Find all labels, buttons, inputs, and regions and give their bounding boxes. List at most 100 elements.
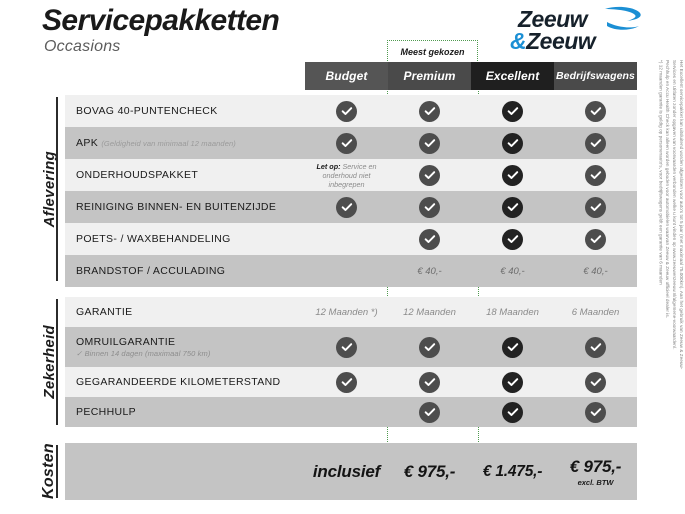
page-subtitle: Occasions <box>44 38 121 55</box>
table-cell-premium <box>388 127 471 159</box>
logo-line-2: &Zeeuw <box>510 28 596 55</box>
table-row: BOVAG 40-PUNTENCHECK <box>65 95 637 127</box>
row-label: PECHHULP <box>65 397 305 427</box>
check-badge <box>502 228 523 250</box>
table-cell-excellent <box>471 327 554 367</box>
column-header-bedrijfswagens[interactable]: Bedrijfswagens <box>554 62 637 90</box>
check-icon <box>424 107 435 115</box>
check-icon <box>507 343 518 351</box>
cost-amount-premium: € 975,- <box>403 461 456 481</box>
check-icon <box>590 378 601 386</box>
check-icon <box>424 235 435 243</box>
check-badge <box>585 401 606 423</box>
row-label-main: POETS- / WAXBEHANDELING <box>76 233 231 245</box>
table-cell-budget <box>305 127 388 159</box>
check-icon <box>424 408 435 416</box>
row-label: POETS- / WAXBEHANDELING <box>65 223 305 255</box>
check-badge <box>336 371 357 393</box>
check-icon <box>590 107 601 115</box>
row-label-main: GEGARANDEERDE KILOMETERSTAND <box>76 376 281 388</box>
check-badge <box>502 336 523 358</box>
logo-line-2-text: Zeeuw <box>526 28 596 54</box>
table-row: POETS- / WAXBEHANDELING <box>65 223 637 255</box>
table-row: GEGARANDEERDE KILOMETERSTAND <box>65 367 637 397</box>
table-cell-excellent <box>471 159 554 191</box>
check-badge <box>585 371 606 393</box>
check-icon <box>590 235 601 243</box>
column-header-premium-label: Premium <box>403 69 456 83</box>
table-row: REINIGING BINNEN- EN BUITENZIJDE <box>65 191 637 223</box>
table-cell-premium <box>388 397 471 427</box>
column-header-budget[interactable]: Budget <box>305 62 388 90</box>
check-badge <box>419 371 440 393</box>
check-icon <box>507 408 518 416</box>
row-label: GARANTIE <box>65 297 305 327</box>
check-badge <box>419 164 440 186</box>
check-badge <box>585 196 606 218</box>
table-cell-premium <box>388 159 471 191</box>
row-label-main: ONDERHOUDSPAKKET <box>76 169 199 181</box>
table-cell-excellent: € 40,- <box>471 255 554 287</box>
cost-cell-excellent: € 1.475,- <box>471 443 554 500</box>
check-badge <box>502 132 523 154</box>
section-label-kosten-text: Kosten <box>40 443 57 500</box>
row-label-inline-sub: (Geldigheid van minimaal 12 maanden) <box>101 139 236 148</box>
section-divider-zekerheid <box>56 299 58 425</box>
table-cell-bedrijfswagens: 6 Maanden <box>554 297 637 327</box>
check-icon <box>590 203 601 211</box>
cell-note: Let op: Service en onderhoud niet inbegr… <box>316 161 377 189</box>
column-header-band: Budget Premium Excellent Bedrijfswagens <box>305 62 637 90</box>
page-title: Servicepakketten <box>42 4 280 37</box>
row-label-main: REINIGING BINNEN- EN BUITENZIJDE <box>76 201 277 213</box>
table-cell-budget <box>305 255 388 287</box>
fineprint-line-3: Pechhulp en Accu Health Check kan alleen… <box>665 60 671 319</box>
table-cell-premium <box>388 95 471 127</box>
section-label-zekerheid-text: Zekerheid <box>41 325 58 399</box>
table-cell-budget <box>305 95 388 127</box>
check-icon <box>424 378 435 386</box>
column-header-excellent-label: Excellent <box>485 69 540 83</box>
table-row: GARANTIE 12 Maanden *) 12 Maanden 18 Maande… <box>65 297 637 327</box>
section-label-aflevering: Aflevering <box>0 95 58 283</box>
table-cell-budget <box>305 191 388 223</box>
table-cell-excellent <box>471 127 554 159</box>
check-icon <box>424 139 435 147</box>
section-divider-aflevering <box>56 97 58 281</box>
fineprint-block: Het Excellent servicepakket kan uitsluit… <box>644 60 684 510</box>
table-cell-bedrijfswagens <box>554 327 637 367</box>
check-icon <box>424 343 435 351</box>
column-header-premium[interactable]: Premium <box>388 62 471 90</box>
check-badge <box>585 100 606 122</box>
cell-value: € 40,- <box>583 265 608 277</box>
most-chosen-badge: Meest gekozen <box>387 40 478 63</box>
table-cell-premium: € 40,- <box>388 255 471 287</box>
check-badge <box>585 228 606 250</box>
logo-ampersand: & <box>510 28 527 54</box>
cost-amount-bedrijfswagens: € 975,- <box>569 456 622 476</box>
row-label-main: BRANDSTOF / ACCULADING <box>76 265 226 277</box>
column-header-excellent[interactable]: Excellent <box>471 62 554 90</box>
row-label-main: GARANTIE <box>76 306 133 318</box>
check-icon <box>424 171 435 179</box>
row-label-main: APK (Geldigheid van minimaal 12 maanden) <box>76 137 236 149</box>
section-divider-kosten <box>56 445 58 498</box>
cell-value: € 40,- <box>500 265 525 277</box>
table-cell-bedrijfswagens: € 40,- <box>554 255 637 287</box>
check-badge <box>502 196 523 218</box>
cost-cell-premium: € 975,- <box>388 443 471 500</box>
table-cell-bedrijfswagens <box>554 397 637 427</box>
row-label: BRANDSTOF / ACCULADING <box>65 255 305 287</box>
check-icon <box>507 139 518 147</box>
check-icon <box>507 107 518 115</box>
check-badge <box>419 196 440 218</box>
table-row: BRANDSTOF / ACCULADING € 40,- € 40,- € 40,- <box>65 255 637 287</box>
cost-cell-budget: inclusief <box>305 443 388 500</box>
table-cell-excellent <box>471 397 554 427</box>
check-badge <box>419 100 440 122</box>
cost-note-bedrijfswagens: excl. BTW <box>577 477 614 487</box>
table-cell-bedrijfswagens <box>554 191 637 223</box>
swoosh-icon <box>605 6 641 30</box>
row-label: OMRUILGARANTIE ✓ Binnen 14 dagen (maximaa… <box>65 327 305 367</box>
table-row: APK (Geldigheid van minimaal 12 maanden) <box>65 127 637 159</box>
